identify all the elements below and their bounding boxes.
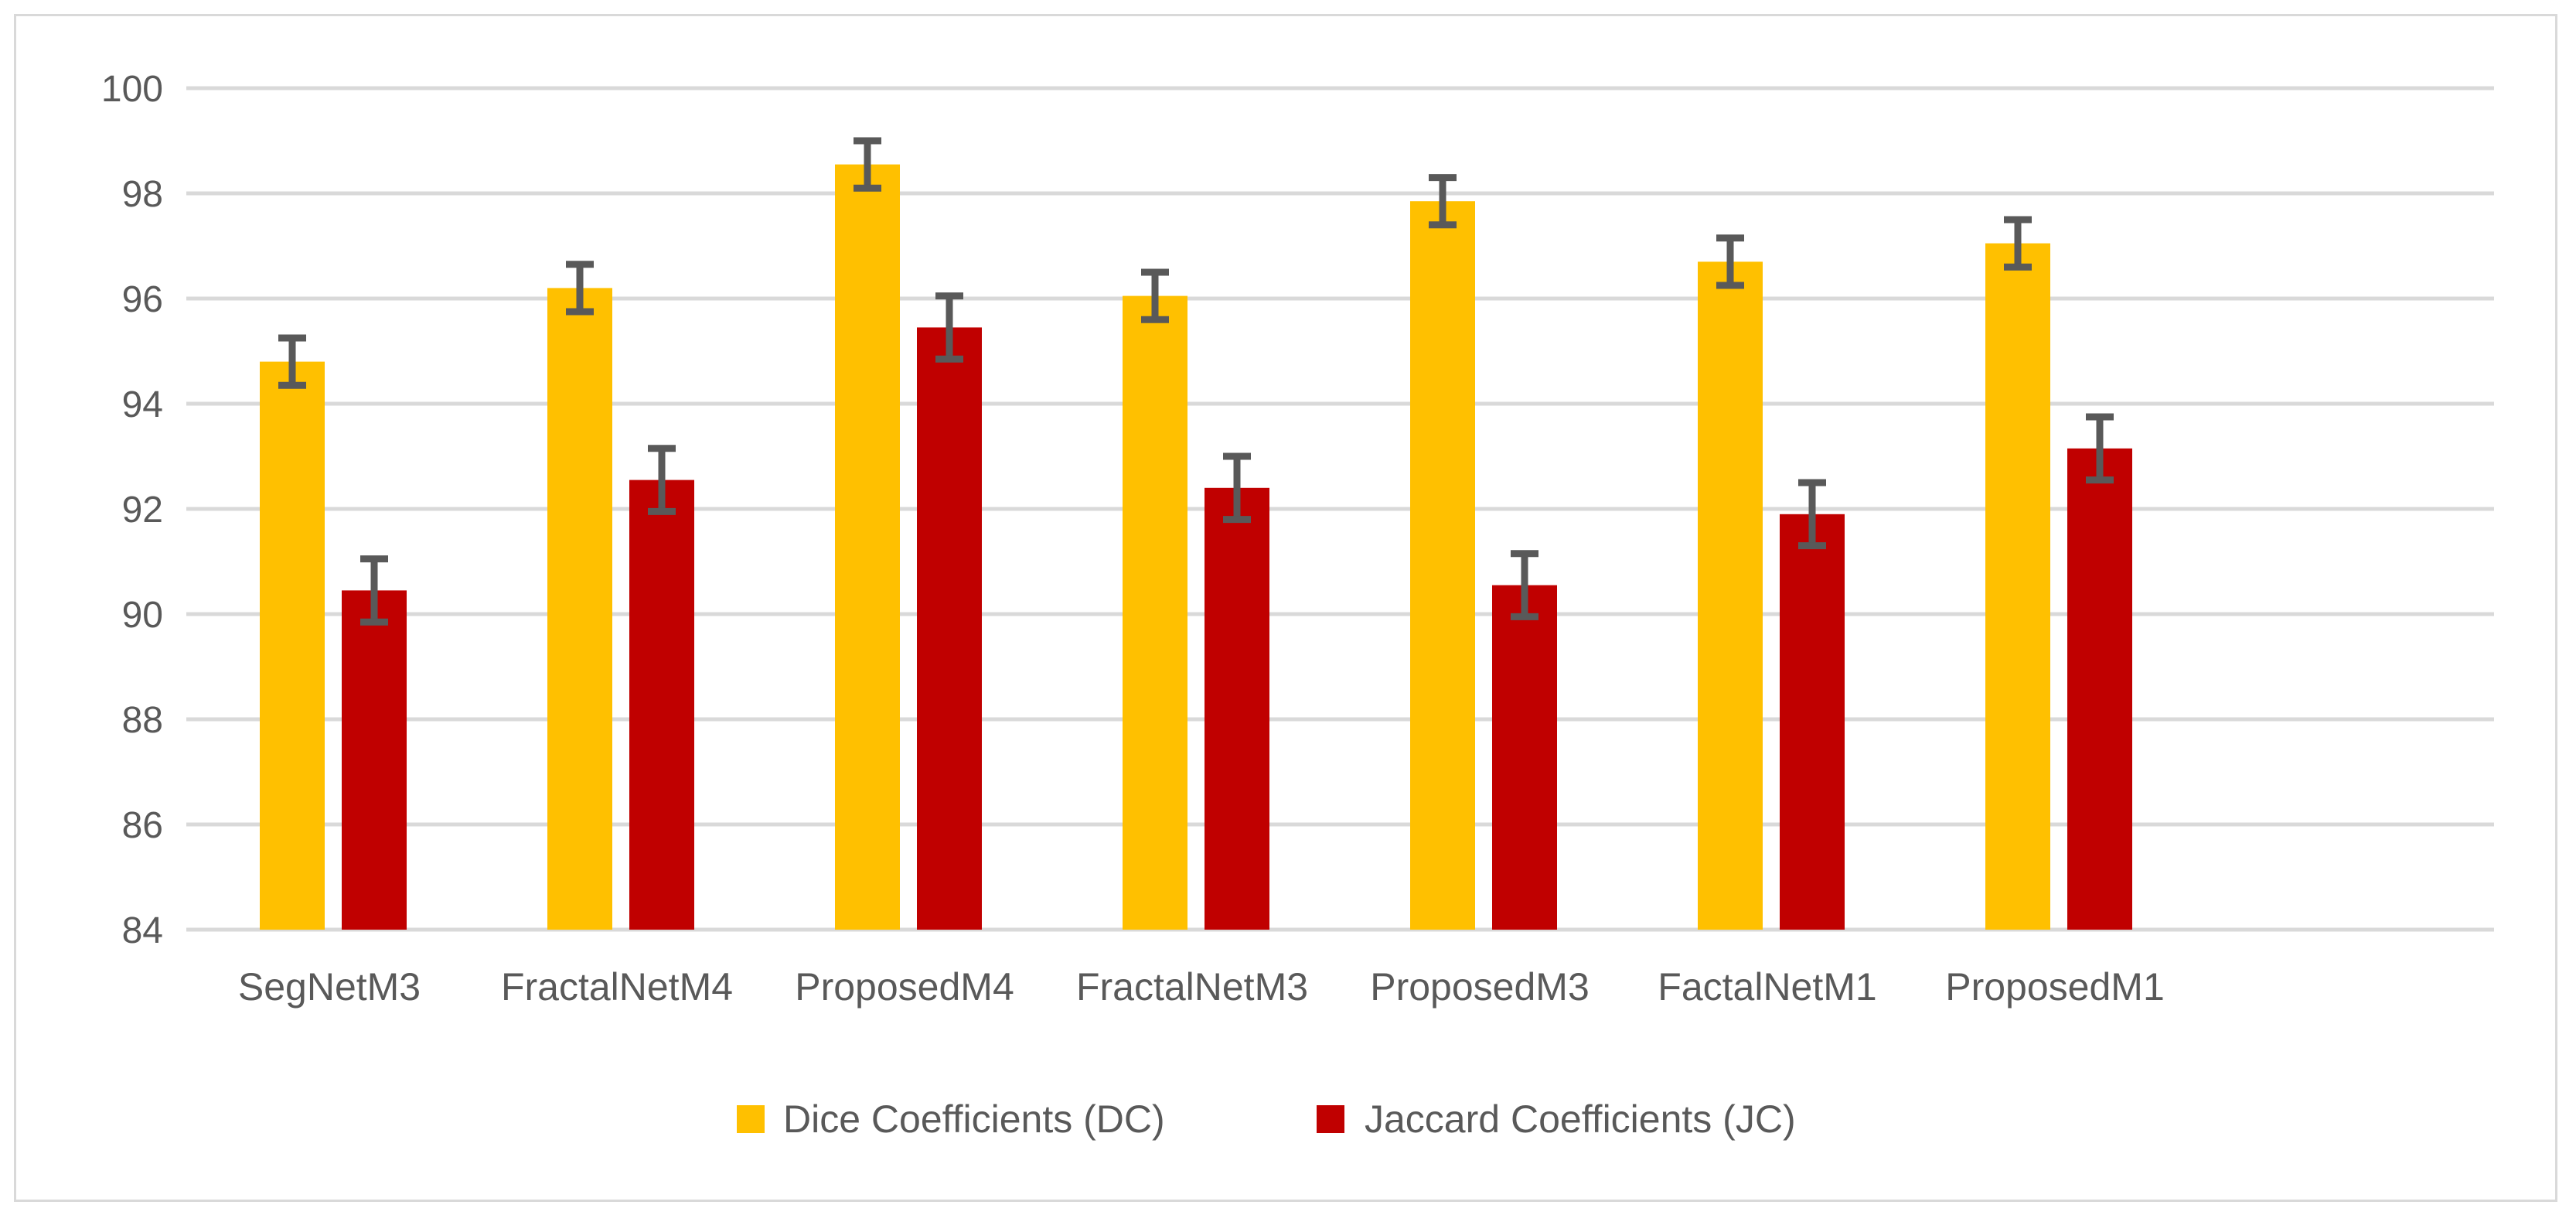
- gridlines: [186, 86, 2494, 932]
- error-bar-dc-proposedm1: [2004, 216, 2032, 271]
- x-category-label: ProposedM1: [1945, 965, 2165, 1009]
- bar-jc-proposedm3[interactable]: [1492, 585, 1557, 930]
- bar-jc-proposedm1[interactable]: [2067, 448, 2132, 930]
- x-category-label: SegNetM3: [238, 965, 421, 1009]
- error-bar-dc-segnetm3: [278, 334, 306, 389]
- y-tick-label: 88: [122, 700, 163, 741]
- x-category-label: FractalNetM3: [1076, 965, 1308, 1009]
- bar-jc-fractalnetm3[interactable]: [1205, 487, 1269, 930]
- error-bar-jc-proposedm3: [1511, 550, 1538, 620]
- y-tick-label: 100: [101, 69, 163, 110]
- bar-jc-segnetm3[interactable]: [342, 590, 407, 930]
- legend-label: Jaccard Coefficients (JC): [1365, 1097, 1796, 1141]
- y-tick-label: 92: [122, 490, 163, 531]
- bar-dc-proposedm3[interactable]: [1410, 201, 1475, 930]
- bar-jc-fractalnetm4[interactable]: [629, 480, 694, 930]
- bar-jc-proposedm4[interactable]: [917, 327, 982, 930]
- error-bar-jc-fractalnetm4: [648, 445, 676, 515]
- error-bar-jc-factalnetm1: [1798, 479, 1826, 550]
- error-bar-jc-fractalnetm3: [1223, 452, 1251, 524]
- error-bar-jc-proposedm4: [935, 292, 963, 363]
- error-bar-dc-fractalnetm3: [1141, 268, 1169, 323]
- x-category-label: ProposedM4: [795, 965, 1014, 1009]
- legend-label: Dice Coefficients (DC): [783, 1097, 1165, 1141]
- bar-dc-factalnetm1[interactable]: [1698, 261, 1763, 930]
- y-tick-label: 96: [122, 279, 163, 320]
- y-axis-tick-labels: 84 86 88 90 92 94 96 98 100: [101, 69, 163, 951]
- x-category-label: FactalNetM1: [1658, 965, 1876, 1009]
- legend-swatch: [1317, 1105, 1344, 1133]
- bar-dc-fractalnetm4[interactable]: [547, 288, 612, 930]
- bar-dc-proposedm4[interactable]: [835, 164, 900, 930]
- bar-dc-proposedm1[interactable]: [1985, 243, 2050, 930]
- bar-jc-factalnetm1[interactable]: [1780, 514, 1845, 930]
- legend-item-dc[interactable]: Dice Coefficients (DC): [737, 1097, 1165, 1141]
- x-axis-category-labels: SegNetM3 FractalNetM4 ProposedM4 FractalNet…: [238, 965, 2165, 1009]
- error-bar-dc-fractalnetm4: [566, 261, 594, 316]
- chart-frame: 84 86 88 90 92 94 96 98 100 SegNetM3 FractalNetM4…: [14, 14, 2557, 1202]
- bars: [260, 164, 2132, 930]
- error-bar-dc-proposedm3: [1429, 174, 1457, 229]
- y-tick-label: 98: [122, 174, 163, 215]
- legend-swatch: [737, 1105, 765, 1133]
- error-bar-jc-segnetm3: [360, 555, 388, 626]
- y-tick-label: 90: [122, 595, 163, 636]
- error-bar-dc-factalnetm1: [1716, 234, 1744, 289]
- bar-chart: 84 86 88 90 92 94 96 98 100 SegNetM3 FractalNetM4…: [101, 69, 2494, 1141]
- legend[interactable]: Dice Coefficients (DC) Jaccard Coefficien…: [737, 1097, 1796, 1141]
- error-bar-dc-proposedm4: [854, 137, 881, 192]
- bar-dc-fractalnetm3[interactable]: [1123, 295, 1187, 930]
- x-category-label: FractalNetM4: [501, 965, 733, 1009]
- x-category-label: ProposedM3: [1370, 965, 1590, 1009]
- y-tick-label: 94: [122, 384, 163, 425]
- error-bar-jc-proposedm1: [2086, 413, 2114, 484]
- y-tick-label: 84: [122, 910, 163, 951]
- y-tick-label: 86: [122, 805, 163, 846]
- legend-item-jc[interactable]: Jaccard Coefficients (JC): [1317, 1097, 1796, 1141]
- error-bars: [278, 137, 2114, 626]
- bar-dc-segnetm3[interactable]: [260, 361, 325, 930]
